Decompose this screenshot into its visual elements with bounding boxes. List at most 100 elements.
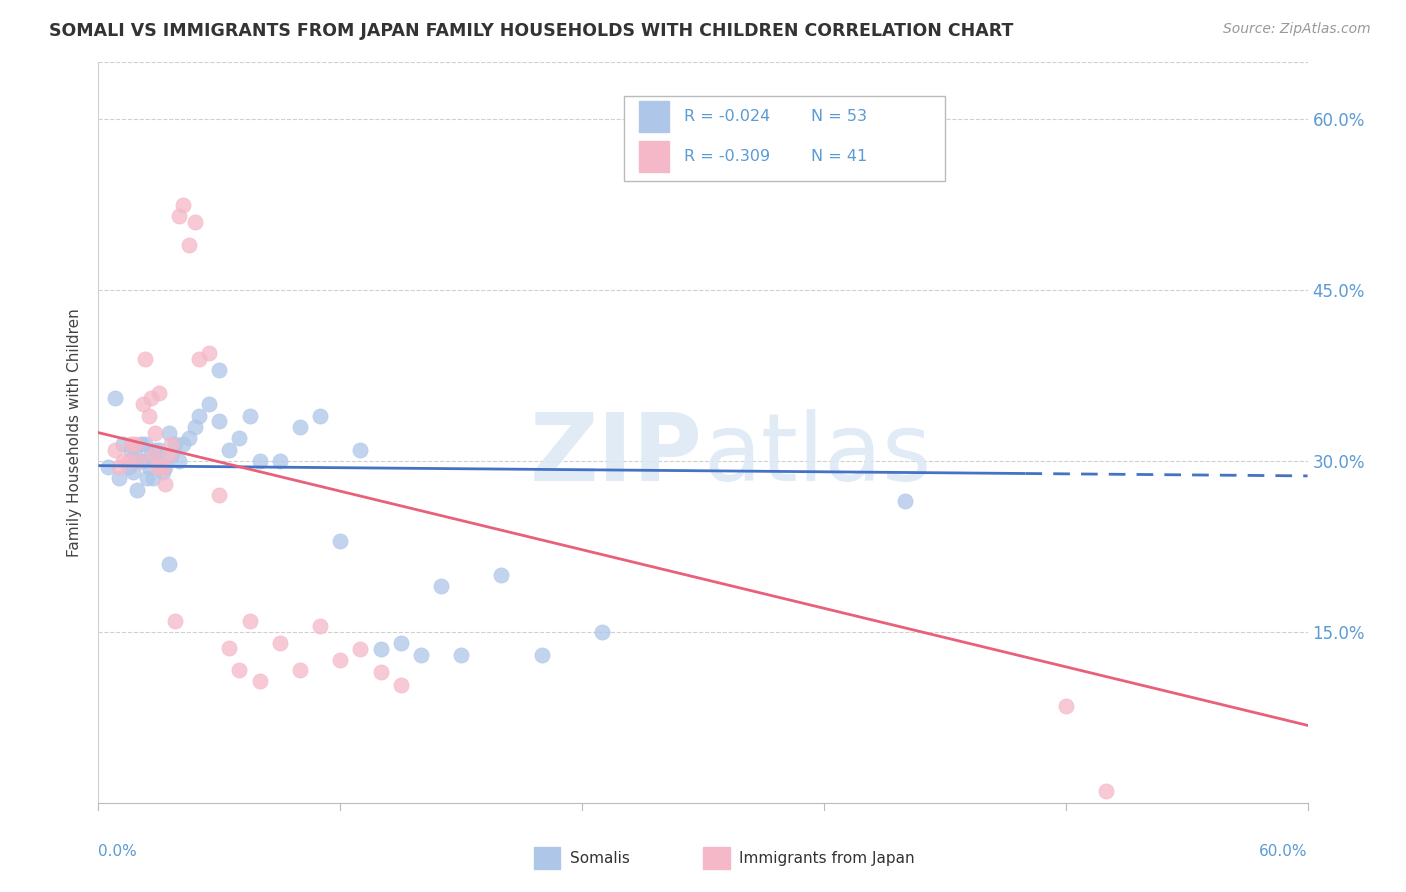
Point [249,454,271,468]
Text: R = -0.024: R = -0.024 [683,109,770,124]
Text: Somalis: Somalis [569,851,630,866]
Point [370,665,392,679]
Point [134,437,156,451]
Point [134,351,156,366]
Point [149,459,172,474]
Point [893,494,915,508]
Text: 0.0%: 0.0% [98,844,138,858]
Point [129,437,152,451]
Point [591,624,613,639]
Point [163,614,186,628]
Point [103,442,125,457]
Point [179,431,201,445]
Point [153,459,176,474]
Text: Immigrants from Japan: Immigrants from Japan [740,851,915,866]
Point [184,420,207,434]
Point [370,642,392,657]
Point [118,459,141,474]
Point [1054,698,1077,713]
Point [198,346,221,360]
Point [138,459,160,474]
Point [167,454,190,468]
Point [188,409,211,423]
Point [329,653,352,667]
Point [142,449,165,463]
Point [148,385,170,400]
Point [172,437,194,451]
Point [124,449,146,463]
Point [208,414,231,428]
Point [157,449,180,463]
Point [329,533,352,548]
Y-axis label: Family Households with Children: Family Households with Children [67,309,83,557]
Point [450,648,472,662]
Point [146,454,169,468]
Point [172,198,194,212]
Point [249,673,271,688]
Point [269,454,291,468]
Point [389,636,412,650]
Text: R = -0.309: R = -0.309 [683,149,769,164]
Point [118,454,141,468]
Text: atlas: atlas [703,409,931,500]
Bar [703,847,730,870]
Point [149,459,172,474]
Point [184,215,207,229]
Point [309,619,332,633]
Bar [534,847,561,870]
Point [153,476,176,491]
Point [111,454,134,468]
Point [128,454,150,468]
Bar [638,101,669,132]
Point [157,425,180,440]
Point [148,442,170,457]
Point [188,351,211,366]
Point [139,392,162,406]
Point [491,568,513,582]
Point [389,678,412,692]
Point [143,442,166,457]
Point [208,488,231,502]
Point [135,471,157,485]
Point [146,459,169,474]
Point [309,409,332,423]
Point [179,237,201,252]
Text: N = 53: N = 53 [811,109,866,124]
Point [228,431,250,445]
Point [160,449,183,463]
Point [228,663,250,677]
Point [239,409,262,423]
Point [138,409,160,423]
Point [143,425,166,440]
Point [349,642,371,657]
Point [167,209,190,223]
Point [288,420,311,434]
Point [430,579,453,593]
Point [103,392,125,406]
Point [107,459,129,474]
Text: ZIP: ZIP [530,409,703,500]
Point [530,648,553,662]
Point [142,471,165,485]
Bar [638,141,669,172]
Point [128,454,150,468]
Point [132,397,155,411]
Point [120,437,142,451]
Point [157,557,180,571]
Point [121,466,143,480]
Point [349,442,371,457]
Point [152,459,174,474]
Point [139,449,162,463]
Point [239,614,262,628]
Point [1095,784,1118,798]
Point [97,459,120,474]
Point [409,648,432,662]
Text: N = 41: N = 41 [811,149,868,164]
Point [152,466,174,480]
Point [160,437,183,451]
Point [120,442,142,457]
Point [132,454,155,468]
Point [288,663,311,677]
Point [125,483,148,497]
Point [218,442,240,457]
